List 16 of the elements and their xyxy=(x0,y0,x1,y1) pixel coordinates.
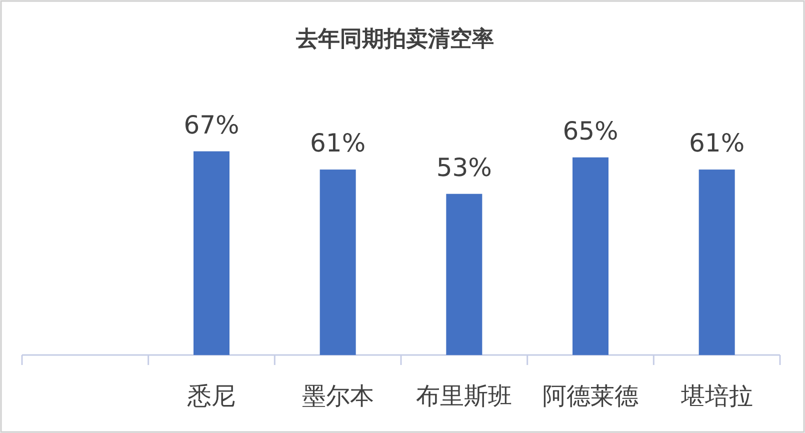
bar xyxy=(320,170,356,355)
x-tick-label: 堪培拉 xyxy=(680,382,753,410)
bar xyxy=(194,151,230,355)
bar xyxy=(698,170,735,355)
data-label: 67% xyxy=(184,110,240,140)
chart-title: 去年同期拍卖清空率 xyxy=(295,26,494,52)
x-tick-label: 悉尼 xyxy=(186,382,236,410)
x-tick-label: 阿德莱德 xyxy=(542,382,638,410)
bar xyxy=(446,194,482,355)
data-label: 61% xyxy=(689,128,745,158)
data-label: 61% xyxy=(310,128,366,158)
bar xyxy=(572,157,608,355)
data-label: 65% xyxy=(562,116,618,146)
data-label: 53% xyxy=(436,152,492,182)
x-tick-label: 墨尔本 xyxy=(302,382,374,410)
x-tick-label: 布里斯班 xyxy=(416,382,512,410)
